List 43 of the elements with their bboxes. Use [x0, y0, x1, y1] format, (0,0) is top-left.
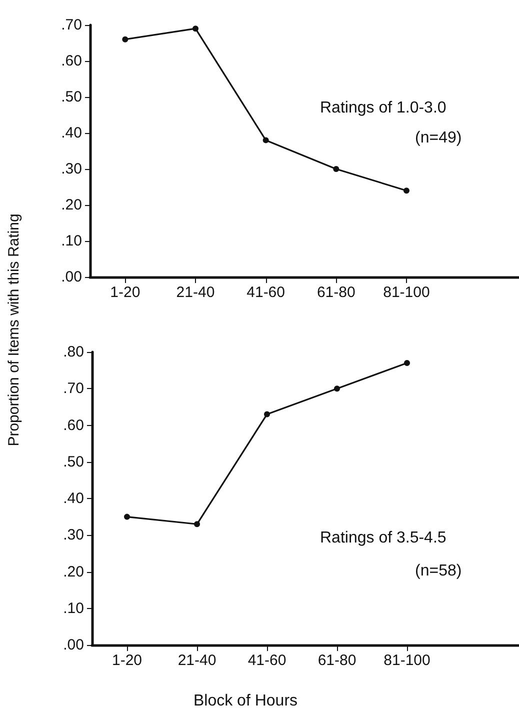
x-tick-label: 1-20: [110, 284, 140, 301]
point: [334, 386, 340, 392]
x-tick-label: 1-20: [112, 652, 142, 669]
y-tick-label: .60: [61, 52, 82, 70]
y-tick-label: .00: [61, 268, 82, 286]
x-tick-label: 81-100: [384, 652, 430, 669]
x-axis-title: Block of Hours: [193, 692, 298, 710]
y-tick-label: .80: [63, 344, 84, 360]
y-tick-label: .50: [63, 453, 84, 470]
point: [192, 26, 198, 32]
y-tick-label: .20: [61, 196, 82, 214]
x-tick-label: 21-40: [178, 652, 216, 669]
point: [262, 137, 269, 144]
y-tick-label: .00: [63, 636, 84, 654]
y-tick-label: .10: [63, 600, 84, 617]
x-tick-label: 61-80: [318, 652, 356, 669]
point: [333, 166, 340, 172]
x-tick-label: 81-100: [383, 284, 430, 301]
x-tick-label: 41-60: [248, 652, 286, 669]
x-tick-label: 61-80: [316, 284, 356, 301]
x-tick-label: 21-40: [176, 284, 215, 301]
y-tick-label: .40: [63, 490, 84, 507]
y-tick-label: .50: [61, 88, 82, 106]
y-tick-label: .60: [63, 416, 84, 434]
point: [124, 514, 130, 520]
y-axis-title: Proportion of Items with this Rating: [6, 214, 22, 446]
y-tick-label: .10: [61, 232, 82, 250]
point: [403, 188, 410, 194]
point: [404, 360, 410, 366]
annotation: Ratings of 3.5-4.5: [320, 530, 446, 546]
y-tick-label: .70: [61, 16, 82, 34]
y-tick-label: .40: [61, 124, 82, 142]
y-tick-label: .30: [63, 526, 84, 544]
y-tick-label: .70: [63, 380, 84, 398]
annotation: (n=58): [415, 562, 462, 580]
point: [194, 521, 200, 528]
x-tick-label: 41-60: [246, 284, 286, 301]
point: [264, 411, 270, 418]
point: [122, 36, 128, 42]
annotation: (n=49): [415, 130, 462, 146]
y-tick-label: .30: [61, 160, 82, 178]
annotation: Ratings of 1.0-3.0: [320, 100, 446, 116]
y-tick-label: .20: [63, 563, 84, 580]
